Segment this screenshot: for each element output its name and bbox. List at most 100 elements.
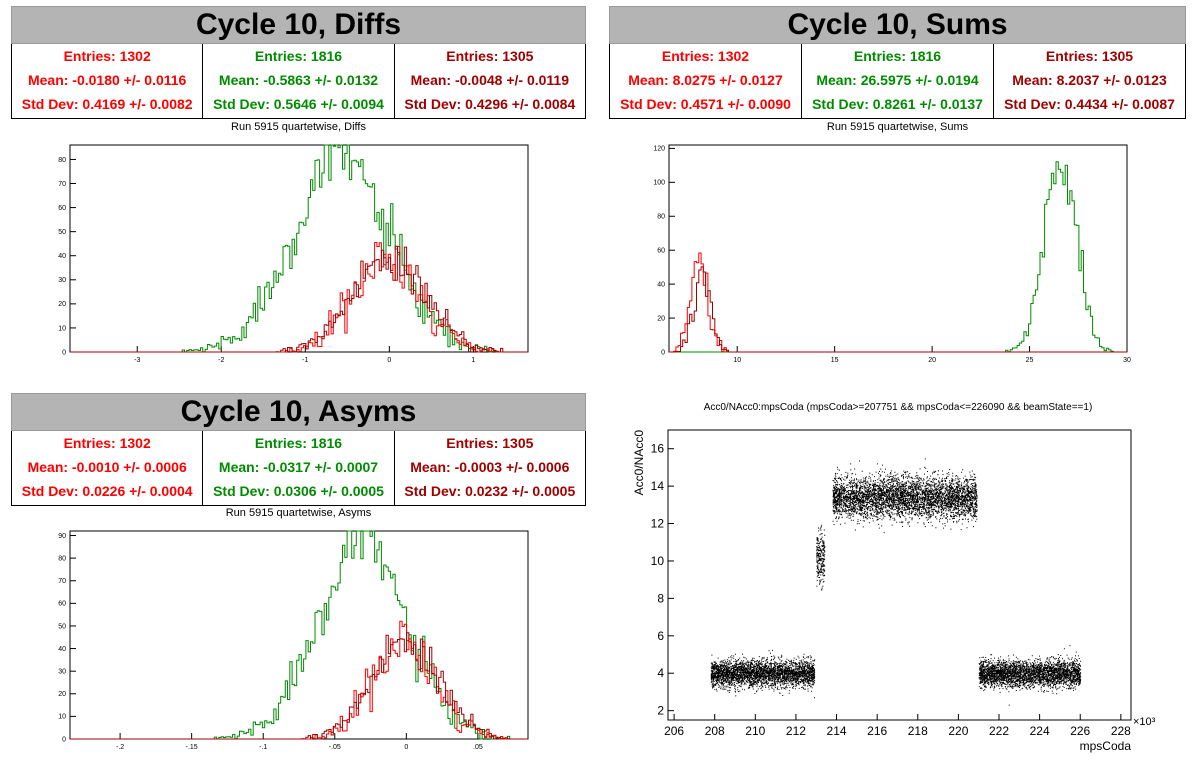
y-tick-label: 30 — [58, 277, 66, 284]
y-tick-label: 80 — [657, 214, 665, 221]
scatter-plot: 206 208 210 212 214 216 218 220 222 224 226 228 2 4 6 8… — [632, 429, 1156, 753]
scatter-cluster — [978, 645, 1082, 706]
stats-std: Std Dev: 0.4571 +/- 0.0090 — [620, 96, 791, 112]
stats-std: Std Dev: 0.4169 +/- 0.0082 — [21, 96, 193, 112]
stats-entries: Entries: 1302 — [63, 48, 151, 64]
stats-mean: Mean: -0.0180 +/- 0.0116 — [27, 72, 187, 88]
sums-hist-title: Run 5915 quartetwise, Sums — [826, 121, 969, 133]
y-tick-label: 80 — [58, 555, 66, 562]
sums-stats-box: Entries: 1302 Mean: 8.0275 +/- 0.0127 St… — [609, 44, 1186, 119]
y-tick-label: 80 — [58, 157, 66, 164]
stats-std: Std Dev: 0.4296 +/- 0.0084 — [404, 96, 576, 112]
stats-entries: Entries: 1305 — [446, 435, 534, 451]
y-tick-label: 40 — [58, 253, 66, 260]
y-tick-label: 10 — [58, 714, 66, 721]
asyms-title: Cycle 10, Asyms — [11, 393, 586, 431]
y-tick-label: 0 — [62, 736, 66, 743]
stats-mean: Mean: -0.0048 +/- 0.0119 — [410, 72, 569, 88]
stats-mean: Mean: -0.0010 +/- 0.0006 — [27, 459, 187, 475]
y-axis-label: Acc0/NAcc0 — [632, 430, 646, 496]
y-tick-label: 70 — [58, 578, 66, 585]
y-tick-label: 60 — [58, 601, 66, 608]
plot-frame — [69, 144, 529, 353]
stats-std: Std Dev: 0.8261 +/- 0.0137 — [812, 96, 983, 112]
x-tick-label: 220 — [948, 724, 968, 738]
stats-mean: Mean: -0.0317 +/- 0.0007 — [218, 459, 379, 475]
y-tick-label: 90 — [58, 533, 66, 540]
asyms-histogram: -.2 -.15 -.1 -.05 0 .05 0 10 20 30 40 50 60 70 80 90 — [58, 530, 529, 751]
histogram-series — [669, 161, 1127, 353]
y-tick-label: 6 — [657, 629, 664, 643]
y-tick-label: 120 — [653, 146, 665, 153]
y-tick-label: 40 — [58, 646, 66, 653]
y-tick-label: 30 — [58, 669, 66, 676]
y-tick-label: 4 — [657, 666, 664, 680]
stats-dark-red: Entries: 1305 Mean: -0.0003 +/- 0.0006 S… — [393, 431, 585, 505]
x-tick-label: 214 — [827, 724, 847, 738]
y-tick-label: 10 — [58, 325, 66, 332]
x-tick-label: 228 — [1111, 724, 1131, 738]
x-tick-label: 208 — [705, 724, 725, 738]
asyms-stats-box: Entries: 1302 Mean: -0.0010 +/- 0.0006 S… — [11, 431, 586, 506]
stats-std: Std Dev: 0.0232 +/- 0.0005 — [404, 483, 576, 499]
y-tick-label: 16 — [651, 442, 665, 456]
plot-frame — [668, 144, 1128, 353]
x-tick-label: -3 — [134, 357, 140, 364]
x-tick-label: 210 — [745, 724, 765, 738]
x-tick-label: 224 — [1030, 724, 1050, 738]
stats-entries: Entries: 1305 — [446, 48, 534, 64]
y-tick-label: 60 — [657, 248, 665, 255]
x-tick-label: 216 — [867, 724, 887, 738]
x-tick-label: .05 — [473, 744, 483, 751]
stats-entries: Entries: 1302 — [63, 435, 151, 451]
y-tick-label: 50 — [58, 229, 66, 236]
x-tick-label: -1 — [302, 357, 308, 364]
stats-std: Std Dev: 0.0306 +/- 0.0005 — [213, 483, 384, 499]
stats-entries: Entries: 1302 — [661, 48, 750, 64]
x-tick-label: 222 — [989, 724, 1009, 738]
diffs-stats-box: Entries: 1302 Mean: -0.0180 +/- 0.0116 S… — [11, 44, 586, 119]
sums-histogram: 10 15 20 25 30 0 20 40 60 80 100 120 — [653, 144, 1131, 364]
y-tick-label: 14 — [651, 479, 665, 493]
y-tick-label: 0 — [661, 349, 665, 356]
plot-frame — [667, 429, 1132, 721]
stats-green: Entries: 1816 Mean: 26.5975 +/- 0.0194 S… — [801, 44, 993, 118]
scatter-cluster — [832, 458, 978, 534]
x-tick-label: 25 — [1026, 357, 1034, 364]
x-tick-label: 218 — [908, 724, 928, 738]
y-tick-label: 0 — [62, 349, 66, 356]
y-tick-label: 20 — [58, 691, 66, 698]
x-tick-label: 206 — [664, 724, 684, 738]
stats-entries: Entries: 1816 — [254, 48, 343, 64]
stats-entries: Entries: 1305 — [1045, 48, 1134, 64]
x-tick-label: -2 — [218, 357, 224, 364]
stats-red: Entries: 1302 Mean: 8.0275 +/- 0.0127 St… — [610, 44, 801, 118]
y-tick-label: 12 — [651, 517, 665, 531]
y-tick-label: 40 — [657, 281, 665, 288]
x-tick-label: 0 — [404, 744, 408, 751]
y-tick-label: 20 — [657, 315, 665, 322]
stats-mean: Mean: 8.0275 +/- 0.0127 — [628, 72, 783, 88]
scatter-title: Acc0/NAcc0:mpsCoda (mpsCoda>=207751 && m… — [703, 402, 1093, 413]
stats-entries: Entries: 1816 — [254, 435, 343, 451]
x-tick-label: 10 — [733, 357, 741, 364]
x-tick-label: 30 — [1123, 357, 1131, 364]
stats-dark-red: Entries: 1305 Mean: -0.0048 +/- 0.0119 S… — [393, 44, 585, 118]
y-tick-label: 2 — [657, 704, 664, 718]
diffs-title: Cycle 10, Diffs — [11, 6, 586, 44]
stats-mean: Mean: -0.0003 +/- 0.0006 — [410, 459, 570, 475]
scatter-cluster — [816, 524, 826, 591]
x-axis-exponent: ×10³ — [1133, 716, 1156, 728]
histogram-series — [70, 144, 528, 353]
stats-mean: Mean: 26.5975 +/- 0.0194 — [816, 72, 979, 88]
y-tick-label: 60 — [58, 205, 66, 212]
x-tick-label: -.15 — [186, 744, 198, 751]
y-tick-label: 8 — [657, 591, 664, 605]
x-tick-label: -.1 — [259, 744, 267, 751]
stats-dark-red: Entries: 1305 Mean: 8.2037 +/- 0.0123 St… — [993, 44, 1185, 118]
scatter-cluster — [710, 649, 816, 699]
x-tick-label: 0 — [387, 357, 391, 364]
stats-mean: Mean: -0.5863 +/- 0.0132 — [218, 72, 379, 88]
histogram-series — [70, 245, 528, 353]
